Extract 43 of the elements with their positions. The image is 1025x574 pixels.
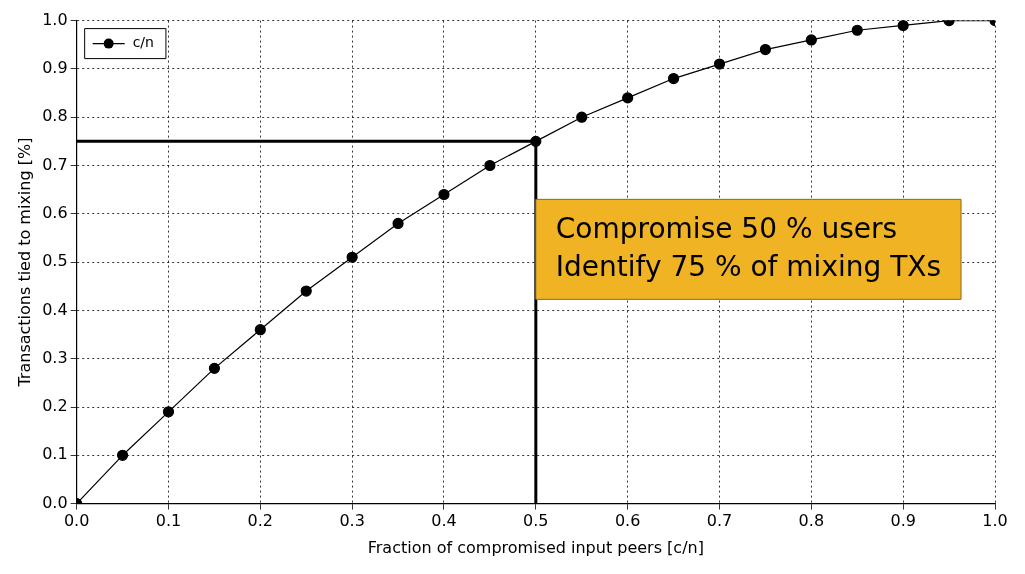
point [116,449,129,461]
point [392,217,404,230]
x-tick-label: 0.6 [614,511,641,531]
y-tick-label: 0.7 [42,154,68,174]
x-axis-title: Fraction of compromised input peers [c/n] [367,537,704,557]
point [713,58,726,70]
y-tick-label: 0.2 [42,396,68,416]
x-tick-label: 0.8 [798,511,825,531]
point [162,406,175,418]
x-tick-label: 1.0 [982,511,1008,531]
y-axis-title: Transactions tied to mixing [%] [14,137,34,388]
point [667,72,680,85]
x-tick-label: 0.1 [155,511,182,531]
y-tick-label: 0.9 [42,58,68,78]
point [438,188,450,201]
point [484,159,496,172]
point [897,20,909,32]
point [208,362,220,374]
x-tick-label: 0.2 [247,511,274,531]
y-tick-label: 0.3 [42,347,68,367]
x-tick-label: 0.9 [890,511,916,531]
legend-label: c/n [132,34,154,51]
point [254,324,266,336]
point [805,34,817,46]
x-tick-label: 0.7 [706,511,733,531]
y-tick-label: 0.1 [42,444,68,464]
x-tick-label: 0.0 [63,511,90,531]
point [346,251,358,263]
x-tick-label: 0.5 [523,511,549,531]
annotation: Compromise 50 % users Identify 75 % of mixing TXs [555,211,942,283]
y-tick-label: 0.4 [42,299,68,319]
y-tick-label: 0.0 [42,492,68,512]
y-tick-label: 0.8 [42,106,68,126]
point [576,111,588,123]
point [300,285,312,297]
y-tick-label: 0.6 [42,202,68,222]
y-tick-label: 0.5 [42,251,68,271]
x-tick-label: 0.3 [339,511,365,531]
y-tick-label: 1.0 [42,9,68,29]
x-tick-label: 0.4 [431,511,457,531]
point [851,24,863,36]
point [759,43,772,56]
point [622,92,634,104]
